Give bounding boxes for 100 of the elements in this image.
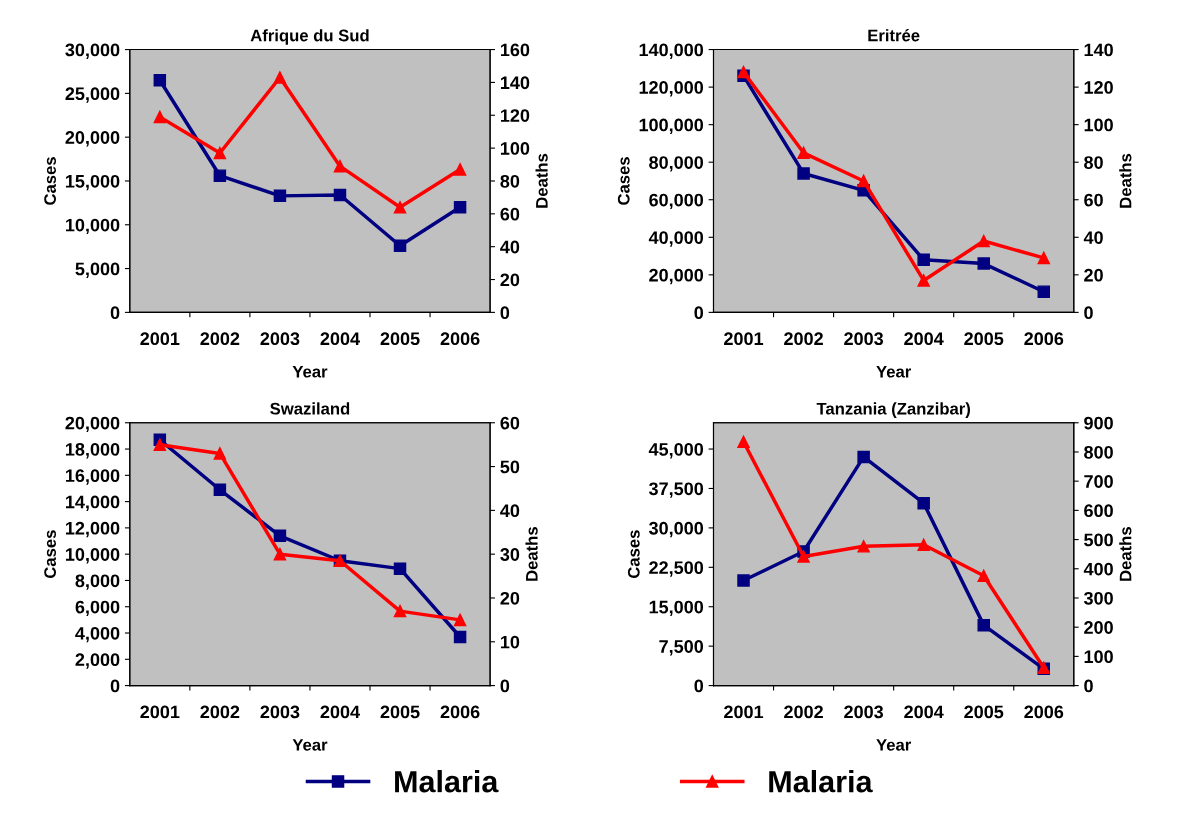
x-tick-label: 2001 [724,332,764,346]
y2-tick-label: 60 [1084,193,1103,207]
y-tick-label: 0 [694,306,704,320]
x-tick-label: 2005 [380,332,420,346]
y2-tick-label: 60 [500,207,520,221]
x-tick-label: 2002 [200,705,240,719]
point [857,174,870,188]
y-tick-label: 45,000 [648,442,704,459]
point [153,73,167,87]
y2-axis-title: Deaths [1119,153,1132,208]
y2-tick-label: 0 [1084,306,1093,320]
y-tick-label: 7,500 [659,640,704,656]
y2-tick-label: 900 [1084,416,1113,430]
point [977,234,990,248]
legend-label: Malaria [395,770,499,793]
point [1037,285,1051,298]
x-tick-label: 2006 [440,705,480,719]
x-tick-label: 2006 [440,332,480,346]
x-tick-label: 2001 [140,705,180,719]
chart-title: Afrique du Sud [250,29,369,45]
point [393,201,407,214]
y-tick-label: 10,000 [66,548,120,564]
y2-tick-label: 20 [500,273,520,287]
y-tick-label: 0 [110,679,120,693]
y-tick-label: 10,000 [66,218,120,235]
y2-tick-label: 0 [500,679,510,693]
y2-tick-label: 700 [1084,475,1113,488]
y2-tick-label: 100 [1084,650,1113,664]
x-tick-label: 2001 [724,705,764,719]
point [453,201,467,214]
y-tick-label: 18,000 [66,442,120,459]
x-tick-label: 2003 [844,705,884,719]
y2-tick-label: 200 [1084,621,1113,634]
y2-tick-label: 120 [500,109,530,122]
y2-tick-label: 120 [1084,81,1113,94]
point [1037,251,1051,265]
y2-tick-label: 600 [1084,504,1113,518]
y2-tick-label: 40 [500,504,520,518]
y2-tick-label: 60 [500,416,520,430]
y-tick-label: 6,000 [75,600,120,617]
y-tick-label: 37,500 [648,482,704,498]
y2-tick-label: 40 [500,240,520,254]
point [797,146,810,160]
point [153,110,167,124]
y2-tick-label: 500 [1084,533,1113,547]
x-tick-label: 2004 [320,332,360,346]
y-tick-label: 0 [694,679,704,693]
y-tick-label: 2,000 [75,653,120,669]
x-tick-label: 2005 [964,332,1004,346]
x-axis-title: Year [292,739,328,751]
point [857,450,870,464]
y2-tick-label: 20 [1084,268,1103,282]
y2-axis-title: Deaths [1119,527,1132,581]
y2-tick-label: 80 [500,174,520,188]
chart-title: Tanzania (Zanzibar) [816,402,970,418]
y2-tick-label: 0 [500,306,510,320]
y-tick-label: 140,000 [639,43,704,59]
y-tick-label: 25,000 [65,87,120,103]
point [213,483,227,497]
point [737,574,750,587]
point [917,538,930,552]
point [393,604,407,618]
x-tick-label: 2004 [904,705,944,719]
y-tick-label: 4,000 [75,626,120,643]
point [453,613,467,627]
point [797,167,810,180]
point [393,562,407,575]
x-tick-label: 2004 [320,705,360,719]
y-tick-label: 15,000 [649,600,704,617]
y-tick-label: 60,000 [649,193,704,210]
point [797,550,810,563]
x-tick-label: 2002 [200,332,240,346]
y-tick-label: 16,000 [66,469,120,485]
x-tick-label: 2005 [380,705,420,719]
point [213,169,227,182]
y2-tick-label: 10 [500,635,520,649]
y-tick-label: 14,000 [66,495,120,511]
y-tick-label: 100,000 [639,118,704,134]
point [977,257,990,270]
y2-tick-label: 800 [1084,445,1113,459]
y-tick-label: 20,000 [649,268,704,285]
x-tick-label: 2006 [1024,332,1064,346]
x-tick-label: 2003 [260,705,300,719]
chart-title: Swaziland [270,402,350,415]
y2-tick-label: 100 [1084,118,1113,132]
x-axis-title: Year [876,365,912,378]
x-axis-title: Year [292,365,328,378]
y2-tick-label: 140 [500,76,530,90]
point [917,274,930,287]
point [453,630,467,644]
legend-label: Malaria [769,770,873,793]
x-tick-label: 2006 [1024,705,1064,719]
y-tick-label: 12,000 [66,521,120,538]
x-tick-label: 2002 [784,332,823,346]
x-tick-label: 2003 [844,332,884,346]
point [213,146,227,160]
y2-tick-label: 50 [500,460,520,474]
y-tick-label: 80,000 [649,156,704,172]
point [273,71,287,84]
point [273,189,287,203]
